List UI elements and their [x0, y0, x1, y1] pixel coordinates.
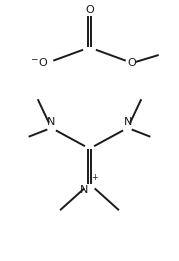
Text: −: −: [30, 54, 37, 63]
Text: N: N: [124, 117, 132, 127]
Text: N: N: [47, 117, 55, 127]
Text: O: O: [85, 5, 94, 15]
Text: O: O: [38, 58, 47, 68]
Text: +: +: [91, 173, 98, 182]
Text: N: N: [80, 185, 89, 195]
Text: O: O: [128, 58, 137, 68]
